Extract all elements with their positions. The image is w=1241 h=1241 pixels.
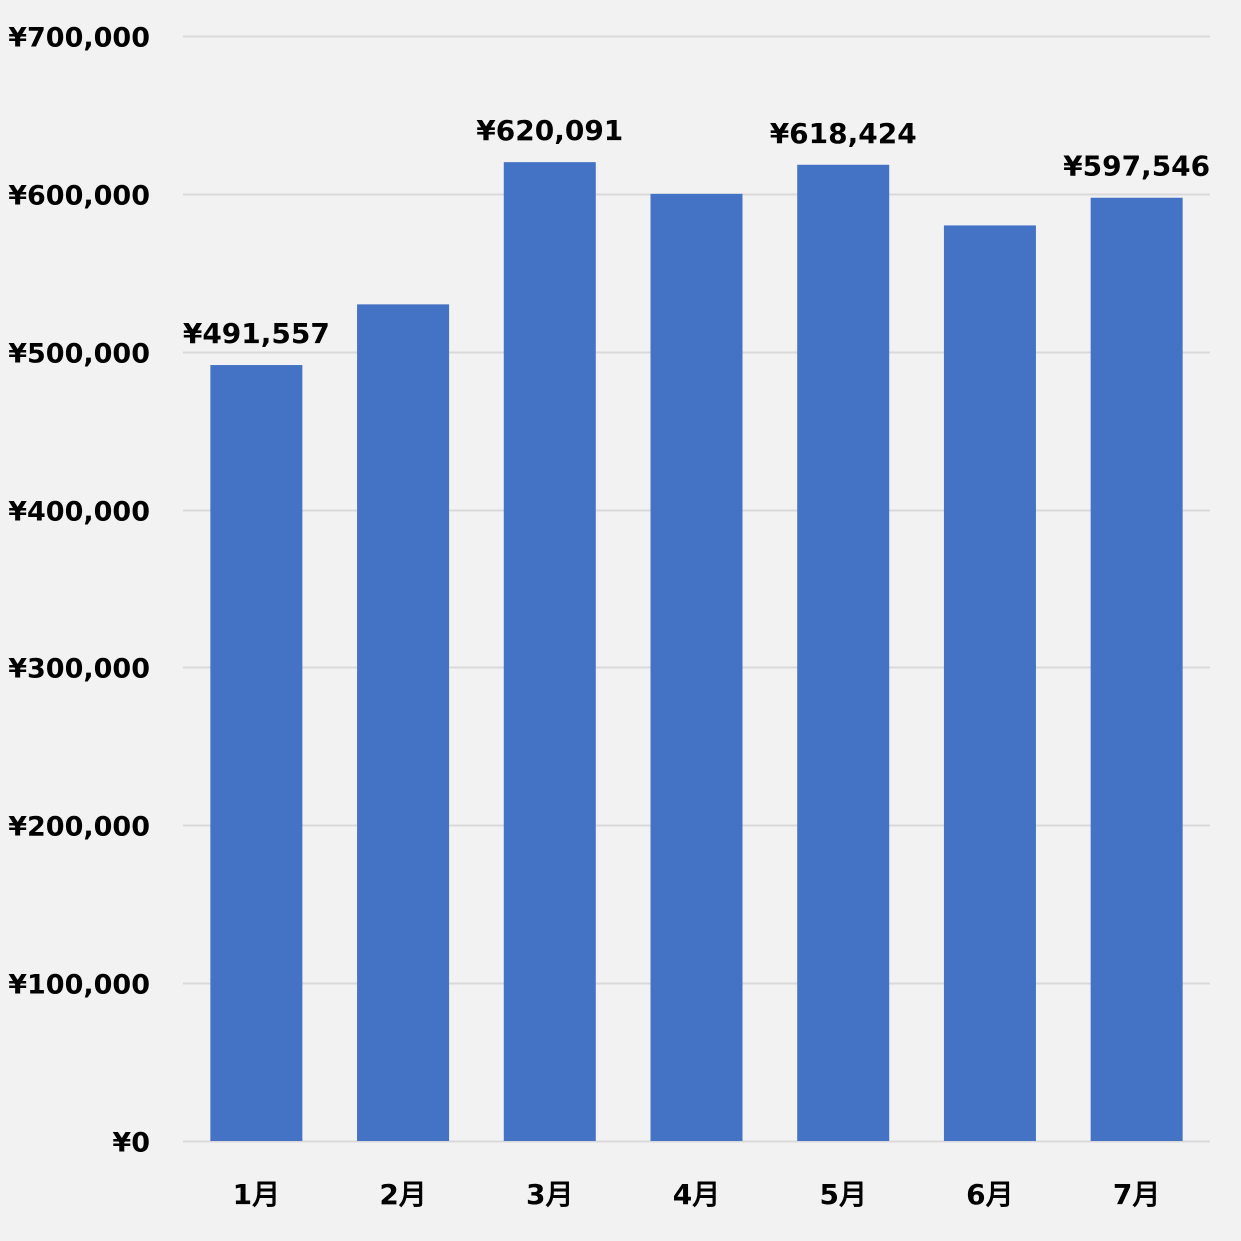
- data-label: ¥491,557: [183, 317, 330, 350]
- x-category-label: 1月: [233, 1178, 280, 1211]
- x-category-label: 7月: [1113, 1178, 1160, 1211]
- y-tick-label: ¥500,000: [8, 339, 150, 370]
- bar: [797, 164, 890, 1141]
- y-tick-label: ¥200,000: [8, 812, 150, 843]
- x-category-label: 2月: [379, 1178, 426, 1211]
- x-category-label: 5月: [819, 1178, 866, 1211]
- y-tick-label: ¥300,000: [8, 654, 150, 685]
- y-tick-label: ¥100,000: [8, 970, 150, 1001]
- y-axis-tick-labels: ¥0 ¥100,000 ¥200,000 ¥300,000 ¥400,000 ¥500,0…: [8, 23, 150, 1159]
- bar: [650, 193, 743, 1141]
- bar: [1090, 197, 1183, 1141]
- x-category-label: 3月: [526, 1178, 573, 1211]
- x-category-label: 4月: [673, 1178, 720, 1211]
- y-tick-label: ¥400,000: [8, 497, 150, 528]
- x-axis-category-labels: 1月 2月 3月 4月 5月 6月 7月: [233, 1178, 1161, 1211]
- data-label: ¥597,546: [1063, 150, 1210, 183]
- x-category-label: 6月: [966, 1178, 1013, 1211]
- bar: [210, 365, 303, 1141]
- bars: [210, 162, 1183, 1141]
- y-tick-label: ¥600,000: [8, 181, 150, 212]
- y-tick-label: ¥0: [112, 1128, 150, 1159]
- data-label: ¥620,091: [476, 114, 623, 147]
- data-label: ¥618,424: [770, 117, 917, 150]
- bar: [357, 304, 450, 1141]
- bar: [943, 225, 1036, 1141]
- bar: [503, 162, 596, 1141]
- data-labels: ¥491,557 ¥620,091 ¥618,424 ¥597,546: [183, 114, 1210, 350]
- y-tick-label: ¥700,000: [8, 23, 150, 54]
